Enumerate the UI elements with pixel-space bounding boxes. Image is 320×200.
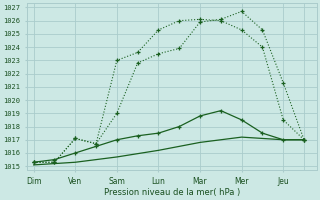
X-axis label: Pression niveau de la mer( hPa ): Pression niveau de la mer( hPa ) [104,188,240,197]
